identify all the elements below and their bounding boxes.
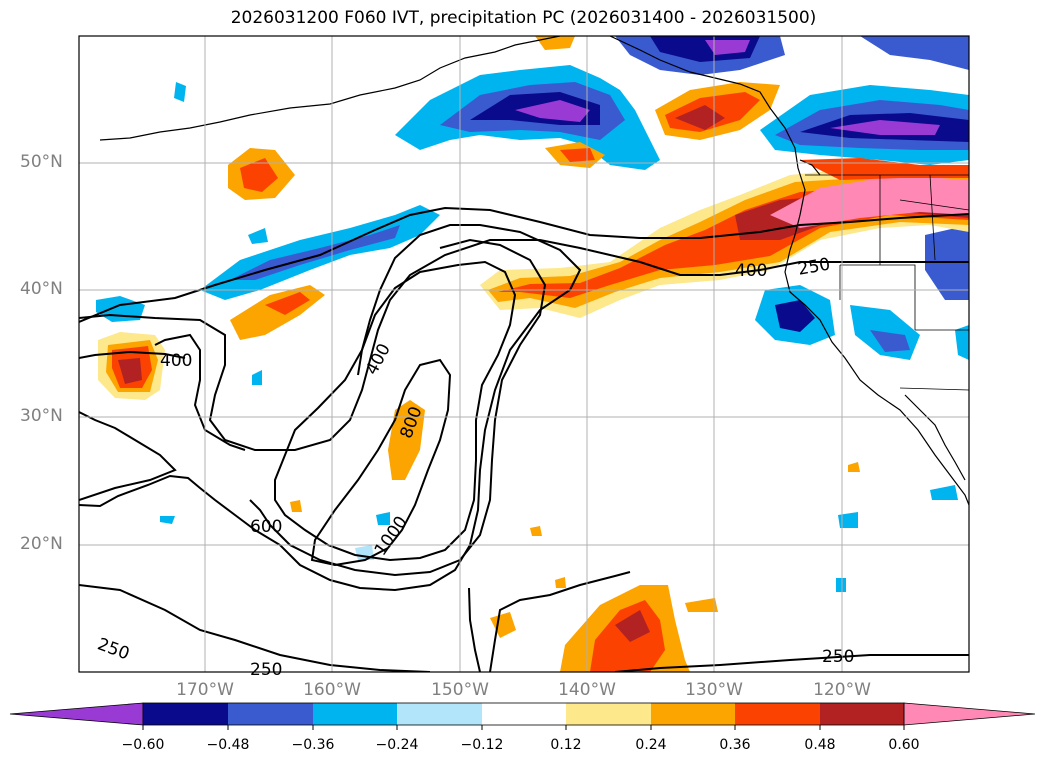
colorbar-tick-label: 0.60: [888, 737, 920, 753]
contour-label: 250: [250, 660, 282, 680]
colorbar-tick-label: −0.12: [460, 737, 504, 753]
lon-label-160w: 160°W: [303, 680, 361, 700]
colorbar-bin: [482, 703, 566, 725]
contour-250: [79, 206, 969, 323]
colorbar-tick-label: −0.48: [206, 737, 250, 753]
colorbar: [9, 702, 1036, 730]
colorbar-bin: [735, 703, 820, 725]
grid-lines: [79, 36, 969, 672]
lon-label-170w: 170°W: [176, 680, 234, 700]
colorbar-tick-label: 0.48: [804, 737, 836, 753]
map-title: 2026031200 F060 IVT, precipitation PC (2…: [230, 8, 817, 28]
colorbar-tick-label: −0.60: [121, 737, 165, 753]
colorbar-bin: [143, 703, 228, 725]
colorbar-extend-low: [9, 702, 144, 726]
colorbar-tick-label: −0.24: [375, 737, 419, 753]
colorbar-bin: [651, 703, 735, 725]
colorbar-tick-label: 0.36: [719, 737, 751, 753]
precip-shading: [96, 36, 969, 672]
colorbar-bin: [313, 703, 397, 725]
map-frame: [78, 35, 970, 673]
contour-400: [79, 239, 969, 451]
contour-label: 400: [160, 351, 192, 371]
colorbar-bin: [228, 703, 313, 725]
lat-label-50n: 50°N: [20, 152, 63, 172]
colorbar-bin: [397, 703, 482, 725]
contour-label: 400: [735, 261, 767, 281]
colorbar-frame: [142, 702, 905, 726]
colorbar-tick-label: 0.24: [635, 737, 667, 753]
ivt-contours: [79, 206, 969, 672]
lat-label-20n: 20°N: [20, 534, 63, 554]
lon-label-150w: 150°W: [431, 680, 489, 700]
lon-label-120w: 120°W: [813, 680, 871, 700]
colorbar-extend-high: [903, 702, 1036, 726]
lat-label-30n: 30°N: [20, 406, 63, 426]
lat-label-40n: 40°N: [20, 279, 63, 299]
lon-label-130w: 130°W: [685, 680, 743, 700]
contour-label: 600: [250, 517, 282, 537]
contour-600: [154, 333, 246, 451]
colorbar-tick-label: −0.36: [291, 737, 335, 753]
colorbar-bin: [820, 703, 904, 725]
contour-label: 250: [822, 647, 854, 667]
lon-label-140w: 140°W: [558, 680, 616, 700]
colorbar-bin: [566, 703, 651, 725]
colorbar-tick-label: 0.12: [550, 737, 582, 753]
